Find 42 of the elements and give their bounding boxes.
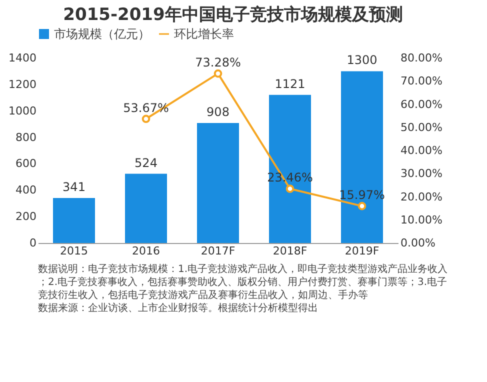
text: 数据说明：电子竞技市场规模：1.电子竞技游戏产品收入，即电子竞技类型游戏产品业务收入；2.电子竞技赛事收入，包括赛事赞助收入、版权分销、用户付费打赏、赛事门票等；3.电子竞技衍生收入，包括电子竞技游戏产品及赛事衍生品收入，如周边、手办等 [38, 263, 448, 301]
bar [341, 71, 383, 243]
data-label: 524 [134, 156, 158, 170]
y2-tick-label: 0.00% [400, 236, 436, 250]
point [286, 184, 294, 193]
source-note: 数据来源：企业访谈、上市企业财报等。根据统计分析模型得出 [38, 302, 318, 314]
y2-tick-label: 60.00% [400, 98, 442, 111]
y-tick-label: 1200 [8, 78, 36, 91]
x-tick-label: 2018F [272, 244, 308, 258]
point [358, 202, 366, 210]
y-tick-label: 200 [16, 210, 36, 224]
point [142, 114, 150, 124]
data-label: 1300 [346, 53, 378, 68]
y-tick-label: 0 [30, 236, 36, 250]
y-tick-label: 1000 [8, 104, 36, 118]
y-tick-label: 800 [16, 130, 36, 144]
data-label: 908 [206, 105, 230, 120]
chart-title: 2015-2019年中国电子竞技市场规模及预测 [63, 5, 403, 25]
legend-label: 市场规模（亿元） [54, 27, 150, 41]
data-label: 341 [62, 180, 86, 194]
y-tick-label: 600 [16, 157, 36, 170]
bar [53, 198, 95, 243]
y-tick-label: 400 [16, 184, 36, 197]
x-tick-label: 2016 [132, 244, 160, 258]
y-tick-label: 1400 [8, 52, 36, 64]
y2-tick-label: 80.00% [400, 52, 442, 64]
bar [197, 123, 239, 243]
y2-tick-label: 70.00% [400, 74, 442, 88]
x-tick-label: 2015 [60, 244, 88, 258]
y2-tick-label: 10.00% [400, 213, 442, 226]
x-tick-label: 2019F [344, 244, 380, 258]
data-label: 73.28% [195, 56, 241, 70]
x-tick-label: 2017F [200, 244, 236, 258]
y2-tick-label: 20.00% [400, 190, 442, 204]
point [214, 69, 222, 78]
legend-label: 环比增长率 [174, 27, 234, 41]
bar [269, 94, 311, 243]
y2-tick-label: 40.00% [400, 144, 442, 157]
bar [125, 174, 167, 243]
data-label: 1121 [274, 76, 306, 91]
y2-tick-label: 50.00% [400, 120, 442, 134]
y2-tick-label: 30.00% [400, 167, 442, 180]
